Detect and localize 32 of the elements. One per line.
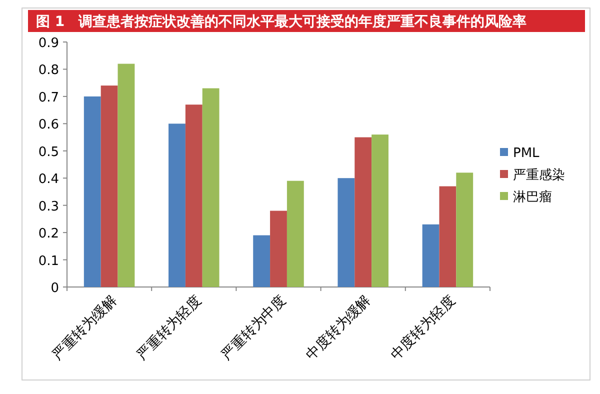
chart-title: 图 1 调查患者按症状改善的不同水平最大可接受的年度严重不良事件的风险率 <box>36 13 527 30</box>
bar <box>286 180 304 287</box>
bar <box>354 137 372 287</box>
bar <box>202 88 220 287</box>
bar <box>422 224 440 287</box>
legend-label: 淋巴瘤 <box>513 189 552 205</box>
bar <box>185 104 202 287</box>
bar <box>456 172 474 287</box>
legend-label: 严重感染 <box>513 168 565 183</box>
y-tick-label: 0.6 <box>38 118 59 133</box>
bar <box>372 134 388 287</box>
bar <box>338 178 355 287</box>
x-tick-label: 严重转为轻度 <box>134 292 205 364</box>
y-tick-label: 0.9 <box>38 36 59 51</box>
y-tick-label: 0.7 <box>38 90 59 106</box>
bar <box>84 96 101 287</box>
x-tick-label: 中度转为缓解 <box>303 292 374 364</box>
y-tick-label: 0.5 <box>38 144 59 160</box>
bar <box>100 86 118 287</box>
y-tick-label: 0.2 <box>38 226 59 242</box>
y-tick-label: 0.8 <box>38 63 59 78</box>
bar <box>118 64 135 287</box>
y-tick-label: 0.4 <box>38 172 59 188</box>
y-tick-label: 0.1 <box>38 254 59 269</box>
bar <box>270 210 287 287</box>
bar <box>439 186 456 287</box>
bar <box>253 235 270 287</box>
legend-label: PML <box>513 146 540 161</box>
bar <box>168 124 186 287</box>
x-tick-label: 严重转为中度 <box>218 292 290 364</box>
x-tick-label: 中度转为轻度 <box>388 292 459 364</box>
y-tick-label: 0.3 <box>38 199 59 214</box>
